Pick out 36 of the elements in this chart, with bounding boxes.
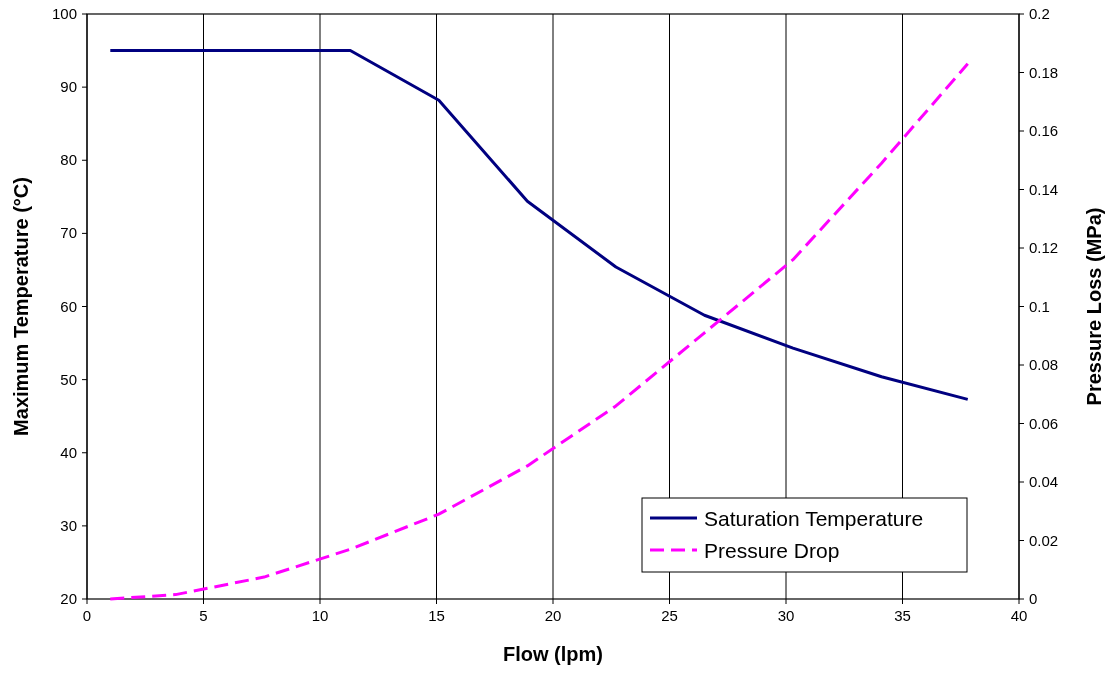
y-tick-label: 40 bbox=[60, 443, 77, 461]
y2-tick-label: 0.14 bbox=[1029, 180, 1059, 198]
x-tick-label: 35 bbox=[894, 607, 911, 624]
y2-tick-label: 0.16 bbox=[1029, 122, 1059, 139]
x-tick-label: 15 bbox=[428, 607, 445, 624]
y-tick-label: 100 bbox=[51, 5, 77, 22]
x-tick-label: 25 bbox=[661, 607, 678, 624]
x-tick-label: 0 bbox=[82, 607, 92, 624]
y2-axis-title: Pressure Loss (MPa) bbox=[1083, 207, 1105, 406]
y2-tick-label: 0.1 bbox=[1029, 297, 1050, 315]
x-tick-label: 30 bbox=[777, 607, 795, 624]
y-tick-label: 50 bbox=[60, 370, 77, 388]
y-axis-title: Maximum Temperature (°C) bbox=[10, 177, 32, 436]
line-series bbox=[108, 49, 970, 401]
y-tick-label: 20 bbox=[60, 590, 77, 607]
legend-label: Saturation Temperature bbox=[704, 507, 924, 530]
x-tick-label: 10 bbox=[311, 607, 329, 624]
y2-tick-label: 0.2 bbox=[1029, 5, 1050, 22]
y2-tick-label: 0.12 bbox=[1029, 239, 1059, 256]
y-tick-label: 80 bbox=[60, 151, 77, 169]
y2-tick-label: 0 bbox=[1029, 590, 1038, 607]
y2-tick-label: 0.18 bbox=[1029, 63, 1059, 81]
y-tick-label: 70 bbox=[60, 224, 77, 242]
x-tick-label: 20 bbox=[544, 607, 562, 624]
x-tick-label: 5 bbox=[199, 607, 208, 624]
y-tick-label: 90 bbox=[60, 78, 77, 96]
y2-tick-label: 0.04 bbox=[1029, 473, 1059, 490]
line-series bbox=[108, 62, 970, 601]
x-tick-label: 40 bbox=[1010, 607, 1028, 624]
x-axis-title: Flow (lpm) bbox=[503, 643, 603, 665]
y2-tick-label: 0.08 bbox=[1029, 356, 1059, 373]
y-tick-label: 60 bbox=[60, 297, 77, 315]
legend-label: Pressure Drop bbox=[704, 539, 840, 562]
y2-tick-label: 0.02 bbox=[1029, 531, 1059, 549]
y2-tick-label: 0.06 bbox=[1029, 414, 1059, 432]
y-tick-label: 30 bbox=[60, 516, 77, 534]
